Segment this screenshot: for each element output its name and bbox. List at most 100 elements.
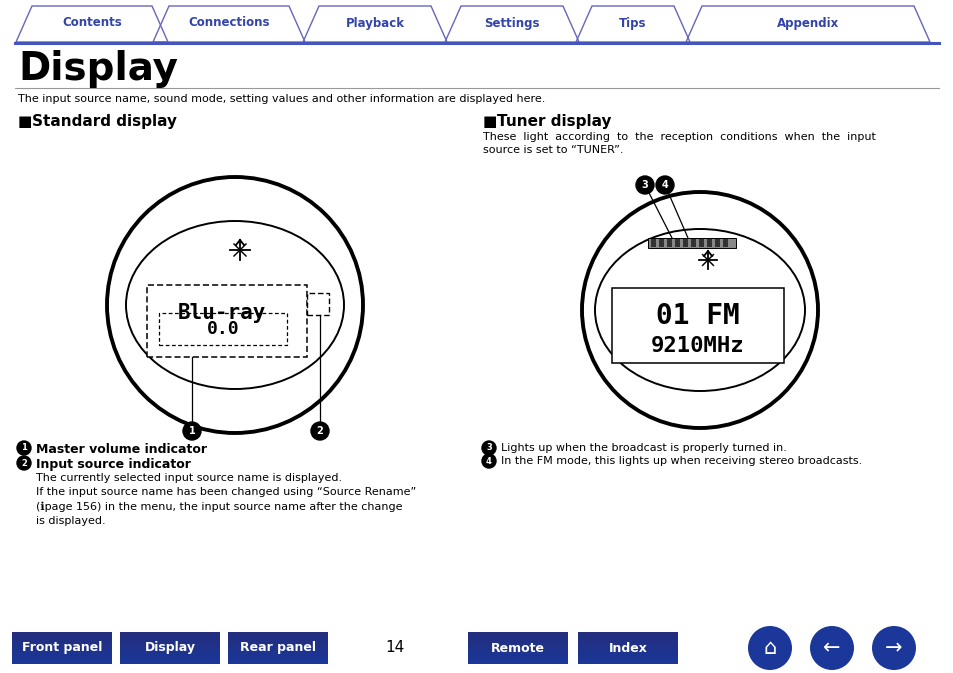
FancyBboxPatch shape xyxy=(12,662,112,664)
FancyBboxPatch shape xyxy=(228,639,328,640)
Circle shape xyxy=(311,422,329,440)
FancyBboxPatch shape xyxy=(12,643,112,645)
FancyBboxPatch shape xyxy=(12,633,112,635)
FancyBboxPatch shape xyxy=(12,646,112,648)
FancyBboxPatch shape xyxy=(578,648,678,649)
Text: Lights up when the broadcast is properly turned in.: Lights up when the broadcast is properly… xyxy=(500,443,786,453)
FancyBboxPatch shape xyxy=(578,640,678,641)
FancyBboxPatch shape xyxy=(578,639,678,640)
FancyBboxPatch shape xyxy=(12,649,112,651)
FancyBboxPatch shape xyxy=(228,656,328,658)
FancyBboxPatch shape xyxy=(228,658,328,659)
Text: 4: 4 xyxy=(661,180,668,190)
FancyBboxPatch shape xyxy=(468,645,567,646)
FancyBboxPatch shape xyxy=(468,662,567,664)
FancyBboxPatch shape xyxy=(120,653,220,654)
FancyBboxPatch shape xyxy=(120,641,220,643)
FancyBboxPatch shape xyxy=(578,643,678,645)
Text: Remote: Remote xyxy=(491,641,544,655)
FancyBboxPatch shape xyxy=(228,646,328,648)
FancyBboxPatch shape xyxy=(228,649,328,651)
Text: 1: 1 xyxy=(21,444,27,452)
Text: 14: 14 xyxy=(385,641,404,656)
FancyBboxPatch shape xyxy=(228,661,328,662)
FancyBboxPatch shape xyxy=(706,239,711,247)
FancyBboxPatch shape xyxy=(228,653,328,654)
FancyBboxPatch shape xyxy=(682,239,687,247)
FancyBboxPatch shape xyxy=(120,646,220,648)
FancyBboxPatch shape xyxy=(468,649,567,651)
FancyBboxPatch shape xyxy=(468,633,567,635)
FancyBboxPatch shape xyxy=(468,656,567,658)
Text: 9210MHz: 9210MHz xyxy=(651,336,744,356)
Text: Tips: Tips xyxy=(618,17,646,30)
FancyBboxPatch shape xyxy=(722,239,727,247)
FancyBboxPatch shape xyxy=(228,637,328,639)
FancyBboxPatch shape xyxy=(578,653,678,654)
Text: 3: 3 xyxy=(486,444,492,452)
FancyBboxPatch shape xyxy=(468,635,567,637)
FancyBboxPatch shape xyxy=(12,640,112,641)
FancyBboxPatch shape xyxy=(578,632,678,633)
FancyBboxPatch shape xyxy=(468,639,567,640)
FancyBboxPatch shape xyxy=(468,643,567,645)
FancyBboxPatch shape xyxy=(468,651,567,653)
FancyBboxPatch shape xyxy=(578,635,678,637)
Text: Master volume indicator: Master volume indicator xyxy=(36,443,207,456)
FancyBboxPatch shape xyxy=(468,646,567,648)
FancyBboxPatch shape xyxy=(468,648,567,649)
Text: ⌂: ⌂ xyxy=(762,638,776,658)
FancyBboxPatch shape xyxy=(228,654,328,656)
Text: 2: 2 xyxy=(316,426,323,436)
FancyBboxPatch shape xyxy=(228,643,328,645)
Text: 1: 1 xyxy=(189,426,195,436)
Circle shape xyxy=(481,454,496,468)
FancyBboxPatch shape xyxy=(578,637,678,639)
FancyBboxPatch shape xyxy=(12,639,112,640)
Text: In the FM mode, this lights up when receiving stereo broadcasts.: In the FM mode, this lights up when rece… xyxy=(500,456,862,466)
FancyBboxPatch shape xyxy=(468,658,567,659)
FancyBboxPatch shape xyxy=(12,656,112,658)
FancyBboxPatch shape xyxy=(578,641,678,643)
FancyBboxPatch shape xyxy=(578,645,678,646)
FancyBboxPatch shape xyxy=(120,643,220,645)
FancyBboxPatch shape xyxy=(228,633,328,635)
FancyBboxPatch shape xyxy=(228,648,328,649)
Text: Tuner display: Tuner display xyxy=(497,114,611,129)
FancyBboxPatch shape xyxy=(228,662,328,664)
Circle shape xyxy=(17,441,30,455)
Text: ←: ← xyxy=(822,638,840,658)
FancyBboxPatch shape xyxy=(12,632,112,633)
Circle shape xyxy=(809,626,853,670)
Text: Contents: Contents xyxy=(62,17,122,30)
Text: The input source name, sound mode, setting values and other information are disp: The input source name, sound mode, setti… xyxy=(18,94,545,104)
Text: Rear panel: Rear panel xyxy=(240,641,315,655)
FancyBboxPatch shape xyxy=(468,653,567,654)
Text: ■: ■ xyxy=(18,114,32,129)
FancyBboxPatch shape xyxy=(120,632,220,633)
Circle shape xyxy=(107,177,363,433)
FancyBboxPatch shape xyxy=(468,654,567,656)
Text: Playback: Playback xyxy=(345,17,404,30)
FancyBboxPatch shape xyxy=(228,645,328,646)
FancyBboxPatch shape xyxy=(578,649,678,651)
Text: Front panel: Front panel xyxy=(22,641,102,655)
FancyBboxPatch shape xyxy=(578,633,678,635)
Text: The currently selected input source name is displayed.
If the input source name : The currently selected input source name… xyxy=(36,473,416,526)
FancyBboxPatch shape xyxy=(120,633,220,635)
FancyBboxPatch shape xyxy=(120,639,220,640)
FancyBboxPatch shape xyxy=(699,239,703,247)
FancyBboxPatch shape xyxy=(12,654,112,656)
FancyBboxPatch shape xyxy=(228,635,328,637)
FancyBboxPatch shape xyxy=(228,651,328,653)
FancyBboxPatch shape xyxy=(147,285,307,357)
FancyBboxPatch shape xyxy=(12,637,112,639)
FancyBboxPatch shape xyxy=(120,659,220,661)
Text: These  light  according  to  the  reception  conditions  when  the  input: These light according to the reception c… xyxy=(482,132,875,142)
FancyBboxPatch shape xyxy=(120,645,220,646)
FancyBboxPatch shape xyxy=(120,654,220,656)
FancyBboxPatch shape xyxy=(120,637,220,639)
FancyBboxPatch shape xyxy=(12,635,112,637)
FancyBboxPatch shape xyxy=(120,651,220,653)
FancyBboxPatch shape xyxy=(228,632,328,633)
